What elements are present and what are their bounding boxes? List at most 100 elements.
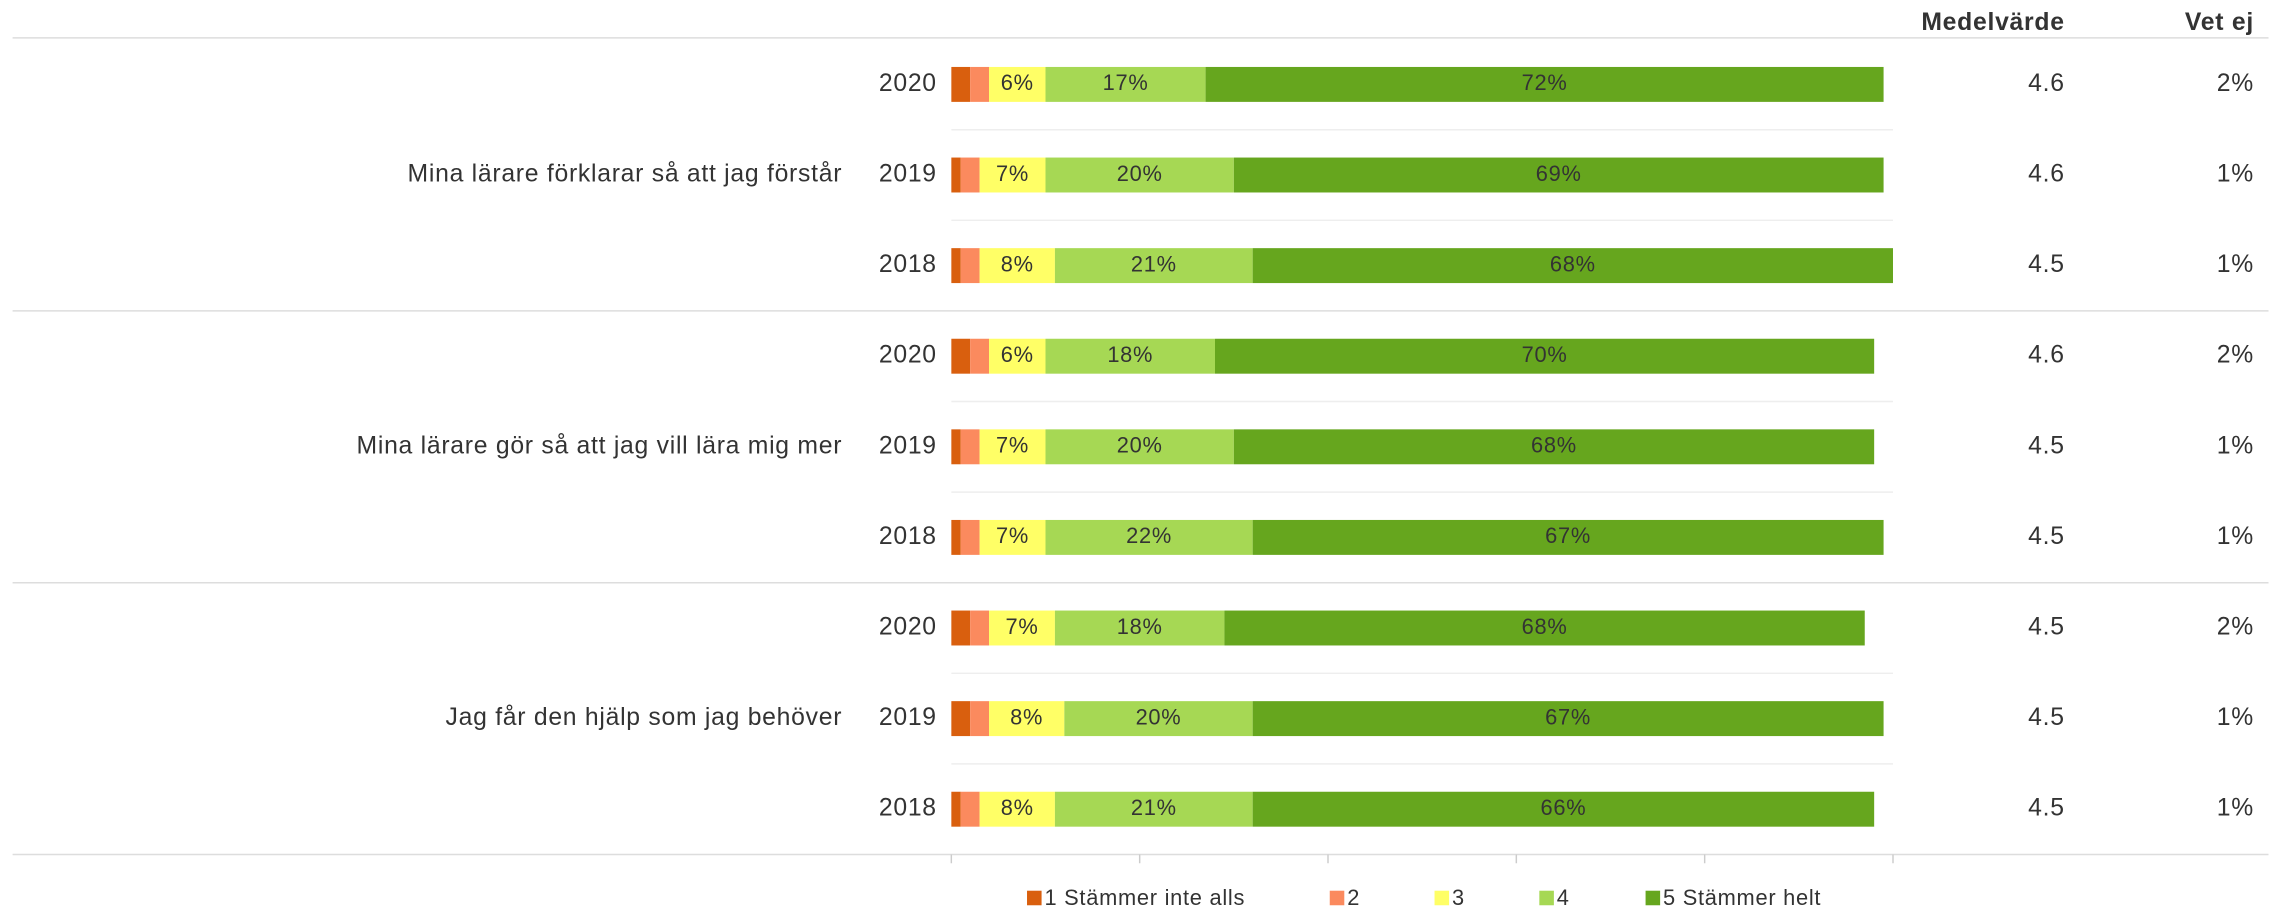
segment-label: 7% bbox=[996, 523, 1029, 548]
bar-segment bbox=[960, 791, 980, 827]
segment-label: 67% bbox=[1545, 523, 1591, 548]
segment-label: 7% bbox=[1005, 614, 1038, 639]
year-label: 2019 bbox=[879, 432, 937, 459]
column-header: Vet ej bbox=[2185, 9, 2254, 36]
legend-label: 2 bbox=[1347, 885, 1360, 910]
segment-label: 68% bbox=[1522, 614, 1568, 639]
segment-label: 20% bbox=[1117, 161, 1163, 186]
segment-label: 70% bbox=[1522, 342, 1568, 367]
segment-label: 8% bbox=[1001, 795, 1034, 820]
dont-know-value: 2% bbox=[2217, 614, 2254, 641]
bar-segment bbox=[989, 701, 1065, 737]
dont-know-value: 2% bbox=[2217, 342, 2254, 369]
bar-segment bbox=[951, 429, 961, 465]
year-label: 2020 bbox=[879, 614, 937, 641]
legend-label: 4 bbox=[1557, 885, 1570, 910]
dont-know-value: 1% bbox=[2217, 161, 2254, 188]
dont-know-value: 1% bbox=[2217, 251, 2254, 278]
mean-value: 4.6 bbox=[2028, 161, 2065, 188]
bar-segment bbox=[979, 248, 1055, 284]
bar-segment bbox=[1215, 338, 1875, 374]
bar-segment bbox=[1205, 66, 1884, 102]
segment-label: 20% bbox=[1136, 704, 1182, 729]
bar-segment bbox=[951, 791, 961, 827]
bar-segment bbox=[1252, 248, 1893, 284]
bar-segment bbox=[1064, 701, 1253, 737]
segment-label: 18% bbox=[1117, 614, 1163, 639]
mean-value: 4.5 bbox=[2028, 523, 2065, 550]
legend-label: 3 bbox=[1452, 885, 1465, 910]
bar-segment bbox=[989, 610, 1055, 646]
dont-know-value: 1% bbox=[2217, 523, 2254, 550]
bar-segment bbox=[951, 157, 961, 193]
segment-label: 68% bbox=[1531, 433, 1577, 458]
year-label: 2020 bbox=[879, 342, 937, 369]
segment-label: 22% bbox=[1126, 523, 1172, 548]
segment-label: 18% bbox=[1107, 342, 1153, 367]
legend-label: 5 Stämmer helt bbox=[1663, 885, 1821, 910]
bar-segment bbox=[1252, 701, 1884, 737]
segment-label: 67% bbox=[1545, 704, 1591, 729]
bar-segment bbox=[960, 157, 980, 193]
legend-swatch bbox=[1645, 890, 1661, 906]
bar-segment bbox=[979, 429, 1046, 465]
bar-segment bbox=[1233, 429, 1875, 465]
bar-segment bbox=[1233, 157, 1884, 193]
bar-segment bbox=[970, 701, 990, 737]
bar-segment bbox=[951, 701, 971, 737]
bar-segment bbox=[1045, 519, 1253, 555]
question-label: Mina lärare gör så att jag vill lära mig… bbox=[357, 432, 843, 459]
segment-label: 20% bbox=[1117, 433, 1163, 458]
bar-segment bbox=[979, 157, 1046, 193]
bar-segment bbox=[1045, 66, 1206, 102]
bar-segment bbox=[1252, 519, 1884, 555]
segment-label: 6% bbox=[1001, 342, 1034, 367]
mean-value: 4.6 bbox=[2028, 342, 2065, 369]
bar-segment bbox=[1045, 157, 1234, 193]
bar-segment bbox=[951, 248, 961, 284]
bar-segment bbox=[1045, 338, 1216, 374]
segment-label: 8% bbox=[1001, 251, 1034, 276]
mean-value: 4.5 bbox=[2028, 251, 2065, 278]
segment-label: 7% bbox=[996, 161, 1029, 186]
dont-know-value: 1% bbox=[2217, 704, 2254, 731]
bar-segment bbox=[1054, 248, 1253, 284]
dont-know-value: 1% bbox=[2217, 432, 2254, 459]
segment-label: 69% bbox=[1536, 161, 1582, 186]
mean-value: 4.5 bbox=[2028, 432, 2065, 459]
bar-segment bbox=[1224, 610, 1865, 646]
bar-segment bbox=[970, 66, 990, 102]
year-label: 2018 bbox=[879, 251, 937, 278]
bar-segment bbox=[960, 519, 980, 555]
segment-label: 21% bbox=[1131, 251, 1177, 276]
bar-segment bbox=[951, 66, 971, 102]
column-header: Medelvärde bbox=[1921, 9, 2064, 36]
legend-label: 1 Stämmer inte alls bbox=[1044, 885, 1245, 910]
segment-label: 17% bbox=[1103, 70, 1149, 95]
bar-segment bbox=[1252, 791, 1875, 827]
year-label: 2019 bbox=[879, 161, 937, 188]
segment-label: 7% bbox=[996, 433, 1029, 458]
bar-segment bbox=[951, 610, 971, 646]
legend-swatch bbox=[1539, 890, 1554, 906]
year-label: 2018 bbox=[879, 523, 937, 550]
bar-segment bbox=[970, 610, 990, 646]
bar-segment bbox=[989, 66, 1046, 102]
bar-segment bbox=[979, 519, 1046, 555]
mean-value: 4.5 bbox=[2028, 795, 2065, 822]
bar-segment bbox=[1054, 791, 1253, 827]
legend-swatch bbox=[1027, 890, 1042, 906]
segment-label: 21% bbox=[1131, 795, 1177, 820]
segment-label: 8% bbox=[1010, 704, 1043, 729]
question-label: Mina lärare förklarar så att jag förstår bbox=[408, 161, 843, 188]
mean-value: 4.6 bbox=[2028, 70, 2065, 97]
segment-label: 68% bbox=[1550, 251, 1596, 276]
bar-segment bbox=[989, 338, 1046, 374]
mean-value: 4.5 bbox=[2028, 614, 2065, 641]
legend-swatch bbox=[1434, 890, 1450, 906]
segment-label: 72% bbox=[1522, 70, 1568, 95]
dont-know-value: 1% bbox=[2217, 795, 2254, 822]
bar-segment bbox=[979, 791, 1055, 827]
mean-value: 4.5 bbox=[2028, 704, 2065, 731]
